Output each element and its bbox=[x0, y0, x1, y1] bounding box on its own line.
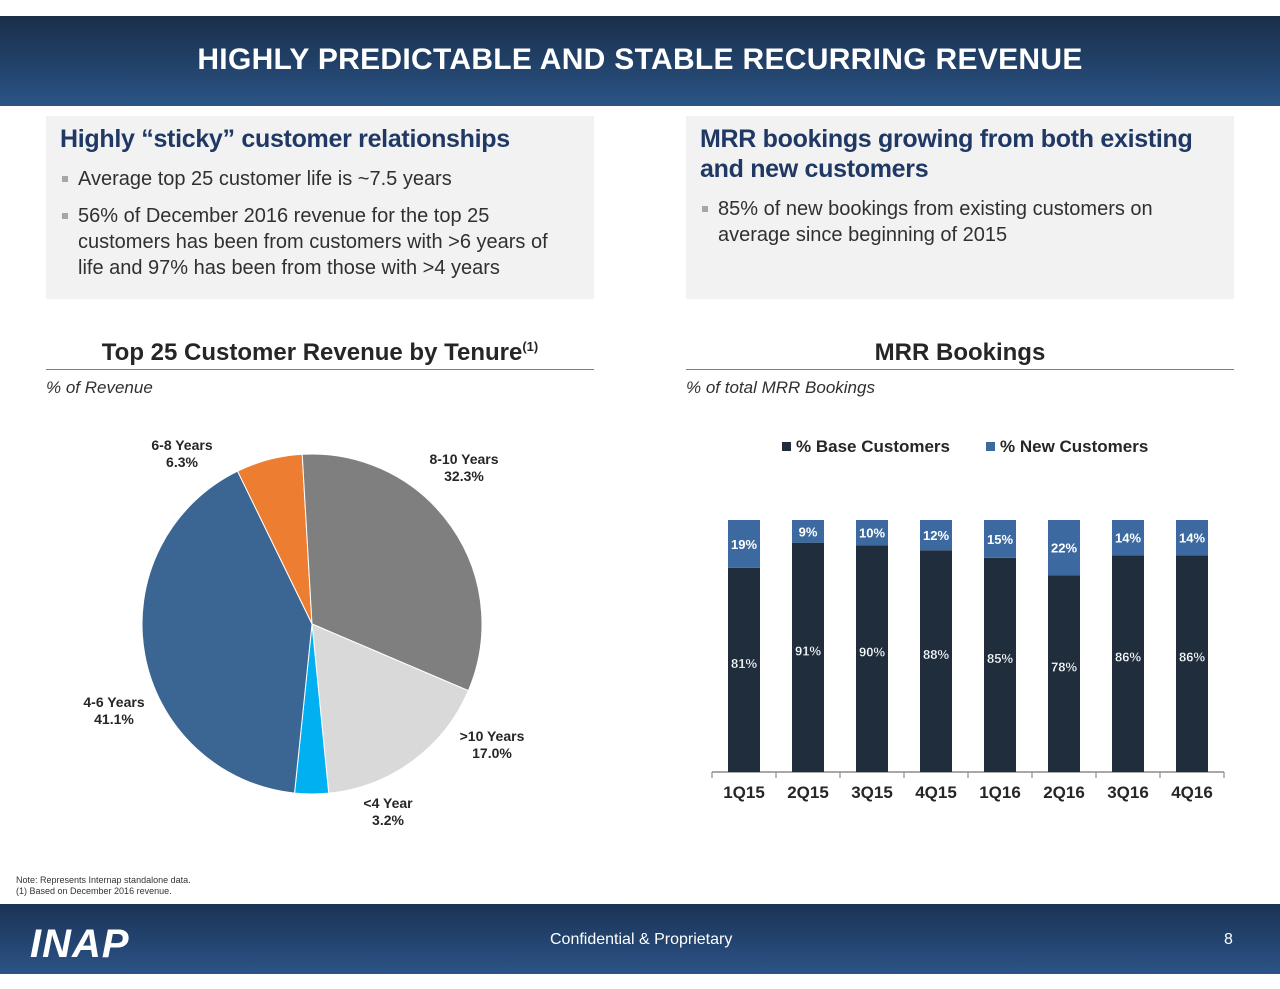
left-bullet-list: Average top 25 customer life is ~7.5 yea… bbox=[60, 166, 580, 281]
x-tick-label-3q16: 3Q16 bbox=[1107, 783, 1149, 802]
data-label-new-4q15: 12% bbox=[923, 528, 949, 543]
bar-new-2q15 bbox=[792, 520, 824, 543]
pie-label-4-year: <4 Year 3.2% bbox=[363, 795, 413, 828]
data-label-base-2q15: 91% bbox=[795, 643, 821, 658]
pie-chart-title-text: Top 25 Customer Revenue by Tenure bbox=[101, 339, 523, 366]
bar-base-2q15 bbox=[792, 542, 824, 772]
pie-slice-4-6-years bbox=[141, 470, 313, 794]
bar-chart-title: MRR Bookings bbox=[686, 339, 1234, 370]
data-label-base-1q15: 81% bbox=[731, 656, 757, 671]
top-strip bbox=[0, 0, 1280, 16]
pie-chart-title-footnote: (1) bbox=[522, 339, 539, 354]
pie-chart-subtitle: % of Revenue bbox=[46, 378, 153, 397]
left-bullet-1: Average top 25 customer life is ~7.5 yea… bbox=[60, 166, 580, 192]
left-info-panel: Highly “sticky” customer relationships A… bbox=[46, 116, 594, 299]
data-label-new-1q15: 19% bbox=[731, 537, 757, 552]
confidential-label: Confidential & Proprietary bbox=[550, 931, 733, 948]
legend-swatch-base bbox=[782, 442, 791, 451]
bar-chart: % Base Customers % New Customers 81% 19% 1Q1… bbox=[711, 437, 1225, 802]
data-label-new-1q16: 15% bbox=[987, 532, 1013, 547]
data-label-base-3q15: 90% bbox=[859, 645, 885, 660]
bar-base-3q16 bbox=[1112, 555, 1144, 772]
legend-label-base: % Base Customers bbox=[796, 437, 950, 456]
bar-base-1q16 bbox=[984, 557, 1016, 772]
data-label-base-2q16: 78% bbox=[1051, 660, 1077, 675]
data-label-new-4q16: 14% bbox=[1179, 531, 1205, 546]
bar-new-1q16 bbox=[984, 520, 1016, 558]
inap-logo: INAP bbox=[30, 922, 130, 966]
data-label-new-3q16: 14% bbox=[1115, 531, 1141, 546]
x-tick-label-2q15: 2Q15 bbox=[787, 783, 829, 802]
x-tick-label-3q15: 3Q15 bbox=[851, 783, 893, 802]
pie-slice-8-10-years bbox=[301, 453, 483, 692]
data-label-base-1q16: 85% bbox=[987, 651, 1013, 666]
bar-new-4q16 bbox=[1176, 520, 1208, 556]
bar-base-4q15 bbox=[920, 550, 952, 772]
page-number: 8 bbox=[1224, 931, 1233, 948]
pie-label-4-6-years: 4-6 Years 41.1% bbox=[83, 694, 144, 727]
legend-swatch-new bbox=[986, 442, 995, 451]
x-tick-label-4q16: 4Q16 bbox=[1171, 783, 1213, 802]
bar-base-3q15 bbox=[856, 545, 888, 772]
data-label-base-4q15: 88% bbox=[923, 647, 949, 662]
bar-chart-subtitle: % of total MRR Bookings bbox=[686, 378, 875, 397]
footnote: Note: Represents Internap standalone dat… bbox=[16, 875, 191, 897]
x-tick-label-2q16: 2Q16 bbox=[1043, 783, 1085, 802]
data-label-new-3q15: 10% bbox=[859, 526, 885, 541]
left-panel-heading: Highly “sticky” customer relationships bbox=[60, 125, 510, 153]
footer-bar: INAP Confidential & Proprietary 8 bbox=[0, 904, 1280, 974]
pie-chart-title: Top 25 Customer Revenue by Tenure(1) bbox=[46, 339, 594, 370]
pie-slice-10-years bbox=[311, 623, 470, 794]
data-label-base-3q16: 86% bbox=[1115, 650, 1141, 665]
title-banner: HIGHLY PREDICTABLE AND STABLE RECURRING … bbox=[0, 16, 1280, 106]
pie-label-10-years: >10 Years 17.0% bbox=[460, 728, 525, 761]
bar-new-3q16 bbox=[1112, 520, 1144, 556]
bar-base-1q15 bbox=[728, 567, 760, 772]
pie-label-8-10-years: 8-10 Years 32.3% bbox=[429, 451, 498, 484]
left-bullet-2: 56% of December 2016 revenue for the top… bbox=[60, 203, 580, 281]
footnote-line-2: (1) Based on December 2016 revenue. bbox=[16, 886, 172, 896]
x-tick-label-1q15: 1Q15 bbox=[723, 783, 765, 802]
data-label-base-4q16: 86% bbox=[1179, 650, 1205, 665]
right-info-panel: MRR bookings growing from both existing … bbox=[686, 116, 1234, 299]
data-label-new-2q15: 9% bbox=[799, 524, 818, 539]
pie-chart: 6-8 Years 6.3% 8-10 Years 32.3% >10 Years 17.… bbox=[83, 437, 525, 828]
bar-new-4q15 bbox=[920, 520, 952, 551]
right-bullet-1: 85% of new bookings from existing custom… bbox=[700, 196, 1220, 248]
data-label-new-2q16: 22% bbox=[1051, 541, 1077, 556]
slide-title: HIGHLY PREDICTABLE AND STABLE RECURRING … bbox=[197, 43, 1083, 76]
bar-chart-title-text: MRR Bookings bbox=[874, 339, 1046, 366]
right-panel-heading: MRR bookings growing from both existing … bbox=[700, 125, 1193, 183]
footnote-line-1: Note: Represents Internap standalone dat… bbox=[16, 875, 191, 885]
pie-label-6-8-years: 6-8 Years 6.3% bbox=[151, 437, 212, 470]
bar-base-4q16 bbox=[1176, 555, 1208, 772]
x-tick-label-1q16: 1Q16 bbox=[979, 783, 1021, 802]
x-tick-label-4q15: 4Q15 bbox=[915, 783, 957, 802]
bar-new-1q15 bbox=[728, 520, 760, 568]
right-bullet-list: 85% of new bookings from existing custom… bbox=[700, 196, 1220, 248]
bar-new-3q15 bbox=[856, 520, 888, 546]
bar-base-2q16 bbox=[1048, 575, 1080, 772]
legend-label-new: % New Customers bbox=[1000, 437, 1148, 456]
bar-new-2q16 bbox=[1048, 520, 1080, 576]
